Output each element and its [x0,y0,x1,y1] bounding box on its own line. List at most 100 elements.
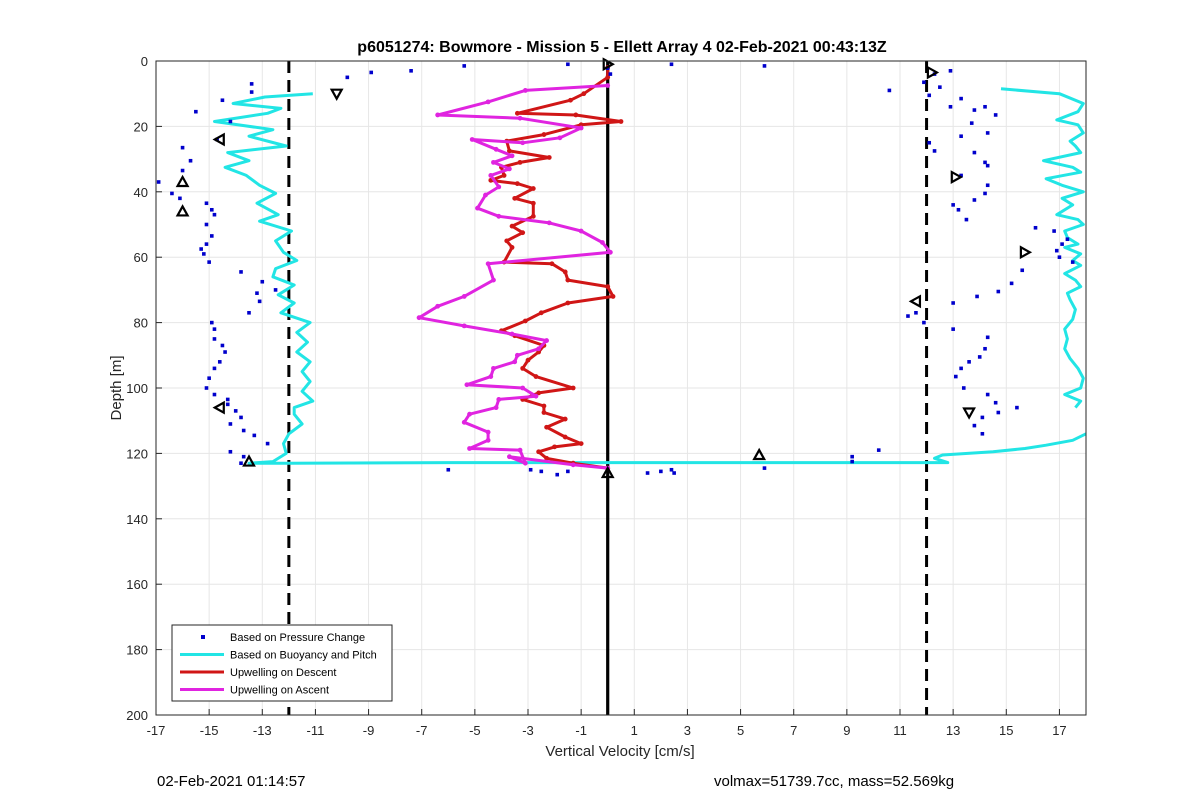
y-tick-label: 180 [126,643,148,658]
upwelling-descent-point [512,195,518,201]
upwelling-ascent-point [607,249,613,255]
upwelling-ascent-point [461,419,467,425]
pressure-change-point [975,294,979,299]
pressure-change-point [972,108,977,112]
pressure-change-point [212,327,217,331]
pressure-change-point [204,242,209,246]
upwelling-descent-point [514,110,520,116]
pressure-change-point [922,320,926,325]
upwelling-ascent-point [517,447,523,453]
pressure-change-point [961,386,966,390]
x-tick-label: -17 [147,723,166,738]
x-tick-label: -5 [469,723,481,738]
pressure-change-point [951,203,955,207]
legend: Based on Pressure Change Based on Buoyanc… [171,624,393,702]
pressure-change-point [239,270,243,274]
pressure-change-point [345,75,350,80]
upwelling-ascent-point [546,220,552,226]
pressure-change-point [993,113,998,117]
y-tick-label: 20 [134,119,148,134]
pressure-change-point [983,191,987,196]
pressure-change-point [948,104,953,109]
upwelling-ascent-point [467,446,472,451]
pressure-change-point [887,88,892,93]
pressure-change-point [247,310,251,315]
pressure-change-point [608,72,613,76]
upwelling-ascent-point [507,454,512,460]
pressure-change-point [239,461,243,466]
buoyancy-pitch-line [213,92,1087,465]
upwelling-descent-point [549,261,555,267]
pressure-change-point [233,409,238,413]
legend-label: Based on Pressure Change [230,632,365,644]
upwelling-ascent-point [512,359,518,365]
pressure-change-point [983,104,987,109]
pressure-change-point [954,374,958,379]
upwelling-descent-point [562,269,568,275]
grid [155,60,1086,716]
pressure-change-point [1020,268,1025,273]
pressure-change-point [156,180,161,184]
x-tick-label: -9 [363,723,375,738]
upwelling-ascent-point [491,159,496,165]
upwelling-ascent-point [578,228,584,234]
pressure-change-point [202,252,206,256]
upwelling-descent-point [530,186,536,191]
marker-triangle-up [175,204,190,217]
upwelling-descent-point [618,119,624,124]
series [156,57,1087,479]
marker-triangle-up [752,447,767,461]
pressure-change-point [369,70,374,75]
upwelling-ascent-point [435,112,441,118]
upwelling-ascent-point [536,346,542,352]
pressure-change-point [409,69,413,73]
upwelling-ascent-point [483,192,488,198]
pressure-change-point [210,320,214,325]
pressure-change-point [956,207,961,212]
pressure-change-point [225,402,230,407]
y-tick-label: 160 [126,577,148,592]
ticks: -17 -15 -13 -11 -9 -7 -5 -3 -1 1 3 5 7 9 11 13 15 1702040… [126,54,1066,738]
upwelling-ascent-point [522,460,528,466]
upwelling-ascent-point [517,115,523,121]
pressure-change-point [672,471,676,475]
upwelling-ascent-point [544,338,549,343]
upwelling-descent-point [530,200,536,206]
pressure-change-point [555,472,560,477]
pressure-change-point [1015,405,1019,410]
y-tick-label: 60 [134,250,148,265]
upwelling-descent-point [530,213,536,219]
upwelling-descent-point [536,390,542,396]
pressure-change-point [932,149,937,153]
x-tick-label: 5 [737,723,744,738]
upwelling-ascent-point [496,213,502,219]
marker-triangle-right [950,170,964,184]
pressure-change-point [967,360,971,364]
upwelling-ascent-point [491,277,496,283]
pressure-change-point [220,98,225,103]
pressure-change-point [1009,281,1014,286]
pressure-change-point [241,428,246,433]
pressure-change-point [178,196,182,201]
upwelling-ascent-point [557,135,563,141]
pressure-change-point [969,121,974,125]
marker-triangle-left [212,400,225,415]
marker-triangle-left [908,294,922,309]
upwelling-ascent-point [493,405,499,411]
upwelling-ascent-point [507,166,512,172]
pressure-change-point [927,93,932,98]
upwelling-ascent-point [488,374,494,379]
x-tick-label: 3 [684,723,691,738]
pressure-change-point [951,327,955,331]
pressure-change-point [983,346,987,351]
y-tick-label: 200 [126,708,148,723]
upwelling-ascent-point [461,294,467,299]
upwelling-descent-point [501,173,507,178]
upwelling-descent-point [541,403,547,409]
upwelling-ascent-point [522,88,528,93]
pressure-change-point [972,423,977,428]
pressure-change-point [972,198,977,202]
upwelling-descent-point [578,441,584,446]
upwelling-descent-point [504,238,510,244]
pressure-change-point [980,431,985,436]
